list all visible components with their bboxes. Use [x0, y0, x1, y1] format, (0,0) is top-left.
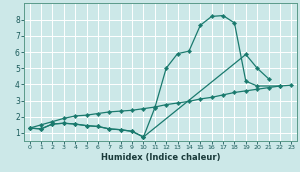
- X-axis label: Humidex (Indice chaleur): Humidex (Indice chaleur): [101, 153, 220, 162]
